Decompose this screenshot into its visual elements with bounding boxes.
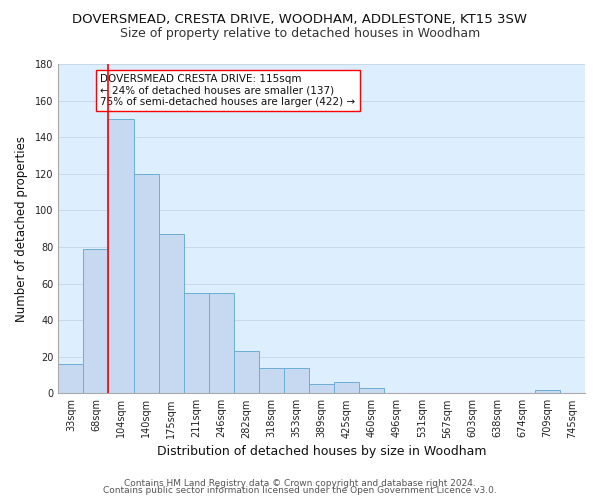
Text: DOVERSMEAD CRESTA DRIVE: 115sqm
← 24% of detached houses are smaller (137)
75% o: DOVERSMEAD CRESTA DRIVE: 115sqm ← 24% of…: [100, 74, 356, 107]
Bar: [284, 368, 309, 394]
Bar: [535, 390, 560, 394]
Bar: [184, 292, 209, 394]
Bar: [234, 351, 259, 394]
Bar: [209, 292, 234, 394]
Bar: [359, 388, 385, 394]
Text: Contains public sector information licensed under the Open Government Licence v3: Contains public sector information licen…: [103, 486, 497, 495]
Bar: [83, 249, 109, 394]
X-axis label: Distribution of detached houses by size in Woodham: Distribution of detached houses by size …: [157, 444, 487, 458]
Text: DOVERSMEAD, CRESTA DRIVE, WOODHAM, ADDLESTONE, KT15 3SW: DOVERSMEAD, CRESTA DRIVE, WOODHAM, ADDLE…: [73, 12, 527, 26]
Bar: [259, 368, 284, 394]
Bar: [109, 119, 134, 394]
Text: Contains HM Land Registry data © Crown copyright and database right 2024.: Contains HM Land Registry data © Crown c…: [124, 478, 476, 488]
Bar: [134, 174, 158, 394]
Bar: [158, 234, 184, 394]
Bar: [309, 384, 334, 394]
Y-axis label: Number of detached properties: Number of detached properties: [15, 136, 28, 322]
Bar: [58, 364, 83, 394]
Bar: [334, 382, 359, 394]
Text: Size of property relative to detached houses in Woodham: Size of property relative to detached ho…: [120, 28, 480, 40]
